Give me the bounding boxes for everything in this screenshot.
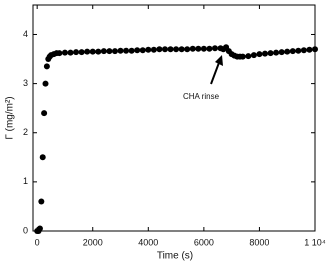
data-point	[128, 47, 135, 54]
data-point	[306, 46, 313, 53]
x-tick-label: 8000	[249, 237, 269, 247]
data-point	[273, 49, 280, 56]
data-point	[178, 46, 185, 53]
data-point	[245, 53, 252, 60]
y-tick-label: 2	[23, 127, 28, 137]
x-tick-label: 2000	[83, 237, 103, 247]
y-axis-label: Γ (mg/m²)	[5, 96, 16, 139]
data-point	[173, 46, 180, 53]
data-point	[167, 46, 174, 53]
data-point	[36, 225, 43, 232]
data-point	[56, 50, 63, 57]
data-point	[312, 46, 318, 53]
data-point	[189, 45, 196, 52]
data-point	[239, 53, 246, 60]
data-point	[95, 48, 102, 55]
y-tick-label: 1	[23, 176, 28, 186]
x-tick-label: 0	[35, 237, 40, 247]
data-point	[261, 50, 268, 57]
data-point	[150, 46, 157, 53]
data-point	[134, 47, 141, 54]
data-point	[256, 51, 263, 58]
data-point	[145, 46, 152, 53]
data-point	[111, 48, 118, 55]
annotation: CHA rinse	[183, 92, 220, 101]
data-point	[295, 47, 302, 54]
data-point	[278, 49, 285, 56]
annotation-arrowhead	[215, 55, 223, 66]
x-axis-label: Time (s)	[157, 251, 193, 262]
data-point	[123, 47, 130, 54]
data-point	[73, 49, 80, 56]
data-point	[139, 47, 146, 54]
data-point	[106, 48, 113, 55]
data-point	[89, 48, 96, 55]
data-point	[300, 47, 307, 54]
data-point	[41, 110, 48, 117]
data-point	[78, 49, 85, 56]
y-tick-label: 4	[23, 29, 28, 39]
x-tick-label: 1 10⁴	[304, 237, 326, 247]
data-point	[39, 154, 46, 161]
data-point	[200, 45, 207, 52]
data-point	[156, 46, 163, 53]
plot-frame	[32, 4, 316, 232]
data-point	[43, 63, 50, 70]
data-point	[184, 46, 191, 53]
data-point	[61, 49, 68, 56]
data-point	[38, 198, 45, 205]
data-point	[42, 80, 49, 87]
annotation-arrow	[210, 59, 221, 85]
data-point	[117, 47, 124, 54]
y-tick-label: 0	[23, 225, 28, 235]
data-point	[100, 48, 107, 55]
data-point	[195, 45, 202, 52]
x-tick-label: 4000	[138, 237, 158, 247]
data-point	[206, 45, 213, 52]
data-point	[67, 49, 74, 56]
data-point	[211, 45, 218, 52]
data-point	[267, 50, 274, 57]
data-point	[84, 48, 91, 55]
data-point	[289, 48, 296, 55]
data-point	[250, 52, 257, 59]
data-point	[161, 46, 168, 53]
y-tick-label: 3	[23, 78, 28, 88]
x-tick-label: 6000	[194, 237, 214, 247]
data-point	[284, 48, 291, 55]
